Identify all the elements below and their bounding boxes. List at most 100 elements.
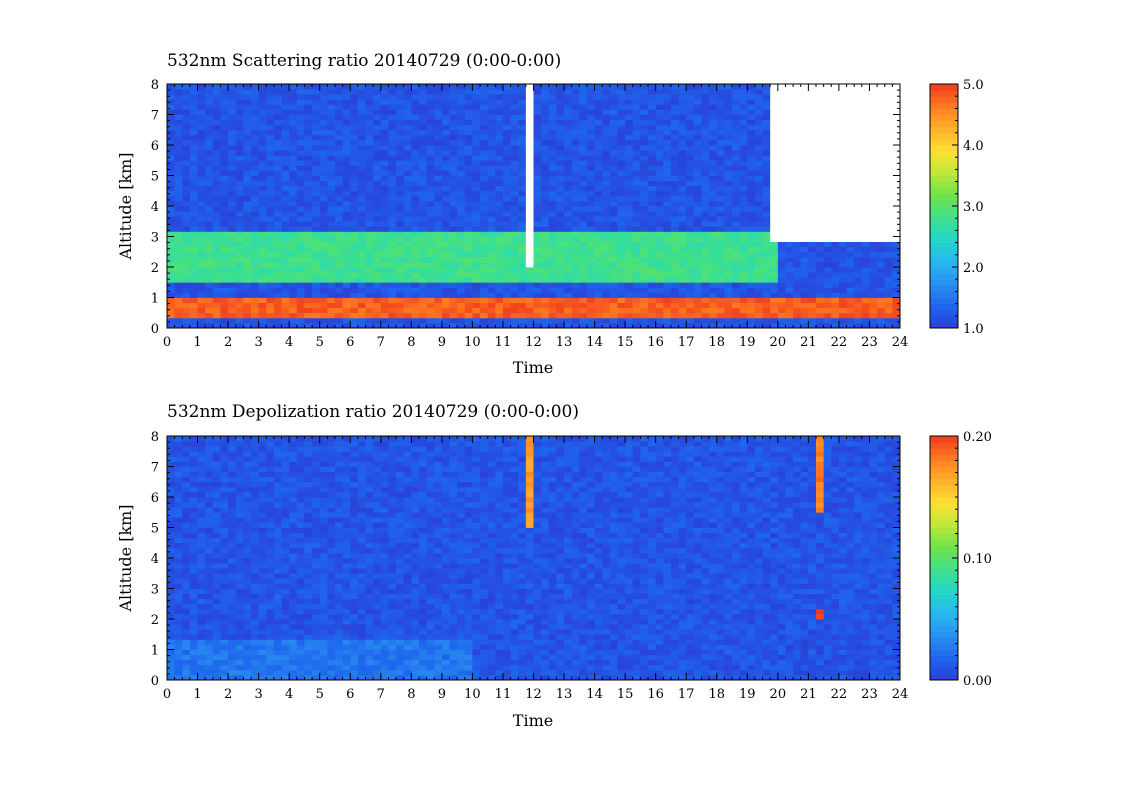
heatmap-cell	[350, 257, 358, 262]
heatmap-cell	[327, 313, 335, 318]
heatmap-cell	[182, 181, 190, 186]
heatmap-cell	[656, 201, 664, 206]
heatmap-cell	[335, 211, 343, 216]
heatmap-cell	[801, 318, 809, 323]
heatmap-cell	[801, 160, 809, 165]
heatmap-cell	[327, 191, 335, 196]
heatmap-cell	[198, 181, 206, 186]
heatmap-cell	[472, 94, 480, 99]
heatmap-cell	[732, 160, 740, 165]
heatmap-cell	[701, 115, 709, 120]
heatmap-cell	[282, 104, 290, 109]
heatmap-cell	[595, 242, 603, 247]
heatmap-cell	[625, 221, 633, 226]
heatmap-cell	[717, 216, 725, 221]
panel-depolarization-ratio: 532nm Depolization ratio 20140729 (0:00-…	[116, 402, 992, 730]
heatmap-cell	[595, 165, 603, 170]
heatmap-cell	[220, 176, 228, 181]
heatmap-cell	[709, 155, 717, 160]
heatmap-cell	[824, 226, 832, 231]
heatmap-cell	[747, 292, 755, 297]
heatmap-cell	[457, 298, 465, 303]
heatmap-cell	[671, 262, 679, 267]
heatmap-cell	[587, 196, 595, 201]
heatmap-cell	[625, 191, 633, 196]
heatmap-cell	[740, 99, 748, 104]
heatmap-cell	[297, 201, 305, 206]
heatmap-cell	[465, 94, 473, 99]
colorbar-segment	[930, 102, 958, 109]
heatmap-cell	[671, 206, 679, 211]
heatmap-cell	[503, 277, 511, 282]
heatmap-cell	[205, 115, 213, 120]
heatmap-cell	[709, 140, 717, 145]
heatmap-cell	[663, 130, 671, 135]
heatmap-cell	[472, 99, 480, 104]
heatmap-cell	[503, 170, 511, 175]
heatmap-cell	[327, 206, 335, 211]
heatmap-cell	[182, 94, 190, 99]
heatmap-cell	[320, 120, 328, 125]
heatmap-cell	[312, 221, 320, 226]
heatmap-cell	[717, 292, 725, 297]
heatmap-cell	[656, 267, 664, 272]
heatmap-cell	[801, 237, 809, 242]
heatmap-cell	[381, 303, 389, 308]
heatmap-cell	[595, 247, 603, 252]
heatmap-cell	[480, 135, 488, 140]
heatmap-cell	[450, 318, 458, 323]
heatmap-cell	[740, 181, 748, 186]
heatmap-cell	[495, 109, 503, 114]
heatmap-cell	[266, 160, 274, 165]
heatmap-cell	[396, 155, 404, 160]
heatmap-cell	[167, 257, 175, 262]
heatmap-cell	[419, 191, 427, 196]
heatmap-cell	[366, 267, 374, 272]
heatmap-cell	[320, 282, 328, 287]
heatmap-cell	[198, 170, 206, 175]
heatmap-cell	[587, 267, 595, 272]
heatmap-cell	[175, 237, 183, 242]
heatmap-cell	[770, 308, 778, 313]
heatmap-cell	[747, 303, 755, 308]
heatmap-cell	[877, 252, 885, 257]
heatmap-cell	[694, 150, 702, 155]
heatmap-cell	[831, 155, 839, 160]
heatmap-cell	[572, 231, 580, 236]
heatmap-cell	[335, 170, 343, 175]
heatmap-cell	[434, 186, 442, 191]
heatmap-cell	[251, 313, 259, 318]
heatmap-cell	[198, 231, 206, 236]
heatmap-cell	[770, 170, 778, 175]
heatmap-cell	[526, 242, 534, 247]
heatmap-cell	[770, 196, 778, 201]
heatmap-cell	[770, 226, 778, 231]
heatmap-cell	[297, 170, 305, 175]
heatmap-cell	[335, 292, 343, 297]
heatmap-cell	[671, 89, 679, 94]
heatmap-cell	[709, 176, 717, 181]
heatmap-cell	[396, 308, 404, 313]
heatmap-cell	[213, 130, 221, 135]
heatmap-cell	[282, 247, 290, 252]
heatmap-cell	[366, 303, 374, 308]
heatmap-cell	[366, 308, 374, 313]
heatmap-cell	[526, 211, 534, 216]
heatmap-cell	[824, 94, 832, 99]
x-tick-label: 4	[285, 335, 293, 350]
heatmap-cell	[259, 226, 267, 231]
heatmap-cell	[694, 170, 702, 175]
heatmap-cell	[732, 267, 740, 272]
heatmap-cell	[839, 125, 847, 130]
heatmap-cell	[350, 211, 358, 216]
heatmap-cell	[839, 247, 847, 252]
colorbar-tick-label: 1.0	[963, 322, 984, 337]
heatmap-cell	[388, 191, 396, 196]
heatmap-cell	[526, 84, 534, 89]
heatmap-cell	[816, 104, 824, 109]
heatmap-cell	[831, 257, 839, 262]
heatmap-cell	[816, 94, 824, 99]
heatmap-cell	[679, 181, 687, 186]
heatmap-cell	[854, 150, 862, 155]
heatmap-cell	[396, 247, 404, 252]
